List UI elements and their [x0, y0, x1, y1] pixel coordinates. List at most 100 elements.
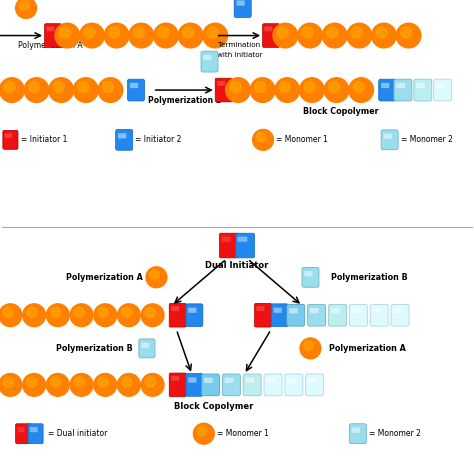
FancyBboxPatch shape: [381, 83, 389, 88]
Circle shape: [104, 23, 129, 48]
FancyBboxPatch shape: [203, 55, 211, 60]
Circle shape: [102, 82, 114, 92]
Circle shape: [94, 374, 117, 396]
Circle shape: [73, 78, 98, 102]
FancyBboxPatch shape: [370, 304, 388, 326]
Circle shape: [401, 27, 411, 38]
Circle shape: [49, 78, 73, 102]
FancyBboxPatch shape: [349, 424, 366, 444]
Circle shape: [28, 82, 40, 92]
FancyBboxPatch shape: [331, 308, 339, 313]
Circle shape: [70, 304, 93, 327]
FancyBboxPatch shape: [118, 133, 126, 138]
Circle shape: [23, 374, 46, 396]
Circle shape: [118, 374, 140, 396]
FancyBboxPatch shape: [222, 374, 240, 396]
Circle shape: [146, 267, 167, 288]
Circle shape: [19, 1, 29, 10]
Circle shape: [203, 23, 228, 48]
Circle shape: [70, 374, 93, 396]
Circle shape: [182, 27, 194, 38]
FancyBboxPatch shape: [394, 79, 412, 101]
Circle shape: [98, 377, 108, 387]
Circle shape: [59, 27, 70, 38]
FancyBboxPatch shape: [236, 233, 255, 258]
Circle shape: [279, 82, 290, 92]
Circle shape: [0, 304, 22, 327]
FancyBboxPatch shape: [414, 79, 432, 101]
FancyBboxPatch shape: [28, 424, 43, 444]
Text: Dual Initiator: Dual Initiator: [205, 261, 269, 270]
FancyBboxPatch shape: [237, 0, 245, 6]
Circle shape: [275, 78, 300, 102]
Circle shape: [256, 133, 266, 142]
FancyBboxPatch shape: [271, 304, 288, 327]
Circle shape: [349, 78, 374, 102]
FancyBboxPatch shape: [393, 308, 402, 313]
Circle shape: [226, 78, 250, 102]
Text: Polymerization A: Polymerization A: [18, 42, 82, 50]
FancyBboxPatch shape: [246, 378, 254, 383]
Circle shape: [300, 338, 321, 359]
FancyBboxPatch shape: [381, 130, 398, 150]
FancyBboxPatch shape: [116, 129, 133, 150]
Circle shape: [4, 82, 15, 92]
Circle shape: [141, 374, 164, 396]
FancyBboxPatch shape: [310, 308, 319, 313]
Text: = Monomer 1: = Monomer 1: [217, 429, 269, 438]
Circle shape: [277, 27, 288, 38]
Circle shape: [3, 377, 13, 387]
FancyBboxPatch shape: [171, 306, 179, 311]
Circle shape: [78, 82, 89, 92]
Circle shape: [27, 377, 37, 387]
FancyBboxPatch shape: [130, 83, 138, 88]
FancyBboxPatch shape: [243, 374, 261, 396]
Circle shape: [376, 27, 387, 38]
FancyBboxPatch shape: [266, 378, 275, 383]
FancyBboxPatch shape: [201, 51, 218, 72]
Text: Block Copolymer: Block Copolymer: [303, 107, 379, 116]
FancyBboxPatch shape: [225, 378, 233, 383]
FancyBboxPatch shape: [287, 378, 296, 383]
Circle shape: [324, 78, 349, 102]
Circle shape: [273, 23, 298, 48]
FancyBboxPatch shape: [204, 378, 212, 383]
FancyBboxPatch shape: [219, 233, 238, 258]
FancyBboxPatch shape: [45, 24, 62, 47]
Circle shape: [109, 27, 119, 38]
FancyBboxPatch shape: [188, 377, 196, 383]
FancyBboxPatch shape: [396, 83, 405, 88]
Circle shape: [178, 23, 203, 48]
Circle shape: [150, 270, 159, 279]
FancyBboxPatch shape: [186, 374, 203, 396]
Circle shape: [154, 23, 178, 48]
FancyBboxPatch shape: [139, 339, 155, 358]
Text: Polymerization B: Polymerization B: [331, 273, 408, 282]
Circle shape: [0, 374, 22, 396]
Circle shape: [23, 304, 46, 327]
Circle shape: [24, 78, 49, 102]
FancyBboxPatch shape: [16, 424, 31, 444]
Circle shape: [118, 304, 140, 327]
FancyBboxPatch shape: [391, 304, 409, 326]
Circle shape: [80, 23, 104, 48]
FancyBboxPatch shape: [373, 308, 381, 313]
Circle shape: [158, 27, 169, 38]
FancyBboxPatch shape: [128, 79, 145, 101]
Circle shape: [50, 377, 61, 387]
FancyBboxPatch shape: [186, 304, 203, 327]
FancyBboxPatch shape: [30, 427, 37, 432]
FancyBboxPatch shape: [328, 304, 346, 326]
Circle shape: [46, 374, 69, 396]
Circle shape: [98, 307, 108, 318]
Circle shape: [304, 82, 315, 92]
FancyBboxPatch shape: [349, 304, 367, 326]
Text: Block Copolymer: Block Copolymer: [173, 402, 253, 410]
Text: Polymerization A: Polymerization A: [329, 344, 406, 353]
FancyBboxPatch shape: [3, 130, 18, 149]
Circle shape: [207, 27, 219, 38]
Circle shape: [353, 82, 364, 92]
Circle shape: [145, 307, 155, 318]
FancyBboxPatch shape: [264, 374, 282, 396]
FancyBboxPatch shape: [169, 303, 186, 327]
